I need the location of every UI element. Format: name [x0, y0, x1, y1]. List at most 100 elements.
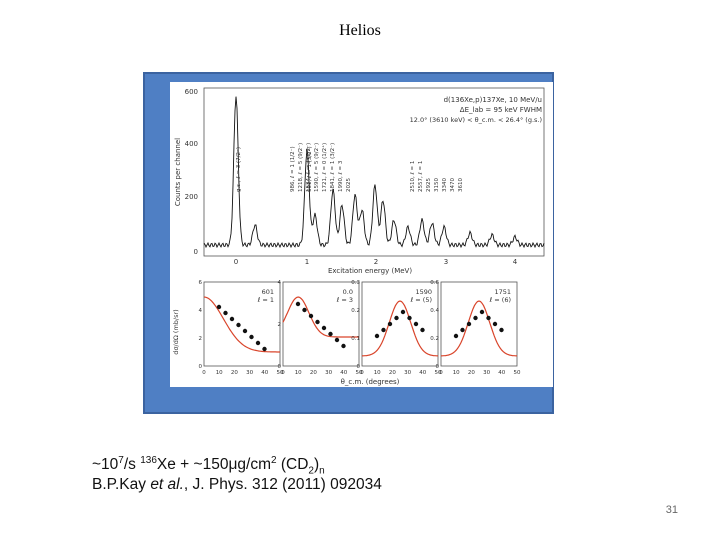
panel-xtick: 50 — [514, 370, 521, 376]
reaction-label: d(136Xe,p)137Xe, 10 MeV/u — [444, 96, 542, 104]
panel-xtick: 40 — [261, 370, 268, 376]
peak-label: 1990, ℓ = 3 — [338, 160, 344, 192]
page-number: 31 — [665, 504, 678, 516]
panel-axes — [203, 281, 281, 367]
panel-xtick: 30 — [325, 370, 332, 376]
cite-subn: n — [319, 465, 325, 477]
panel-xtick: 10 — [216, 370, 223, 376]
figure-svg: Counts per channel 600 400 200 0 0 1 2 3… — [172, 87, 545, 386]
peak-label: 3610 — [458, 178, 464, 192]
data-point — [387, 321, 393, 327]
cite-authors: B.P.Kay — [92, 476, 151, 493]
data-point — [492, 321, 498, 327]
panel-label: 0.0 — [343, 288, 353, 296]
cite-exp2: 2 — [270, 455, 277, 466]
fit-curve — [282, 296, 359, 338]
data-point — [328, 331, 333, 337]
panel-ytick: 6 — [199, 280, 203, 286]
xtick-4: 4 — [513, 258, 518, 266]
panel-xtick: 20 — [389, 370, 396, 376]
data-point — [466, 321, 472, 327]
panel-ytick: 0.1 — [351, 336, 360, 342]
data-point — [295, 301, 301, 307]
data-point — [460, 327, 465, 333]
cite-rate: /s — [123, 456, 141, 474]
panel-xtick: 0 — [281, 370, 285, 376]
peak-label: 1534, ℓ = 3 (5/2⁻) — [306, 143, 312, 192]
peak-label: 2925 — [426, 178, 432, 192]
data-point — [216, 304, 222, 310]
fit-curve — [440, 300, 518, 357]
peak-label: 1590, ℓ = 5 (9/2⁻) — [314, 143, 320, 192]
data-point — [473, 315, 478, 321]
xtick-2: 2 — [374, 258, 378, 266]
fit-curve — [361, 300, 439, 357]
panel-ytick: 4 — [278, 280, 282, 286]
peak-label: 1721, ℓ = 0 (1/2⁺) — [321, 143, 328, 192]
panel-ytick: 4 — [199, 308, 203, 314]
data-point — [236, 322, 241, 328]
panel-ytick: 0.6 — [430, 280, 439, 286]
cite-sub2: 2 — [308, 465, 314, 477]
data-point — [394, 315, 399, 321]
data-point — [420, 327, 425, 333]
slide-title: Helios — [339, 22, 381, 39]
peak-label: 3470 — [450, 178, 456, 192]
peak-label: 2025 — [346, 178, 352, 192]
panel-label: 1751 — [494, 288, 511, 296]
citation-line-1: ~107/s 136Xe + ~150μg/cm2 (CD2)n — [92, 455, 325, 476]
panel-ytick: 2 — [278, 322, 282, 328]
data-point — [308, 313, 314, 319]
panel-label: 601 — [262, 288, 274, 296]
data-point — [479, 309, 485, 315]
panel-xtick: 0 — [439, 370, 443, 376]
panel-xtick: 40 — [340, 370, 347, 376]
peak-label: 2557, ℓ = 1 — [418, 161, 424, 192]
panel-xtick: 30 — [246, 370, 253, 376]
panel-xtick: 30 — [404, 370, 411, 376]
resolution-label: ΔE_lab = 95 keV FWHM — [460, 106, 542, 114]
cite-etal: et al. — [150, 476, 184, 493]
data-point — [302, 307, 307, 313]
panel-ytick: 0 — [436, 364, 440, 370]
peak-label: 1841, ℓ = 1 (3/2⁻) — [330, 143, 336, 192]
data-point — [381, 327, 386, 333]
panel-ytick: 0.3 — [351, 280, 360, 286]
panel-axes — [440, 281, 518, 367]
peak-labels: g.s., ℓ = 3 (7/2⁻) 601, ℓ = 1 (3/2⁻) 986, … — [236, 143, 464, 192]
peak-label: g.s., ℓ = 3 (7/2⁻) — [236, 147, 242, 192]
panel-xtick: 10 — [453, 370, 460, 376]
cite-close: ) — [313, 456, 320, 474]
spectrum-ylabel: Counts per channel — [174, 138, 182, 206]
ytick-200: 200 — [185, 193, 198, 201]
data-point — [413, 321, 419, 327]
panel-label: 1590 — [415, 288, 432, 296]
panel-xtick: 50 — [435, 370, 442, 376]
figure-image: Counts per channel 600 400 200 0 0 1 2 3… — [170, 82, 553, 387]
data-point — [400, 309, 406, 315]
panel-axes — [282, 281, 360, 367]
panel-xtick: 0 — [202, 370, 206, 376]
panel-xtick: 50 — [277, 370, 284, 376]
data-point — [229, 316, 235, 322]
panel-xtick: 10 — [374, 370, 381, 376]
peak-label: 986, ℓ = 1 (1/2⁻) — [290, 146, 296, 192]
peak-label: 601, ℓ = 1 (3/2⁻) — [307, 146, 313, 192]
data-point — [499, 327, 504, 333]
panel-ytick: 0.4 — [430, 308, 439, 314]
panel-ytick: 2 — [199, 336, 203, 342]
panel-sublabel: ℓ = 1 — [258, 296, 274, 304]
data-point — [334, 337, 340, 343]
panel-ytick: 0 — [357, 364, 361, 370]
peak-label: 3150 — [434, 178, 440, 192]
xtick-3: 3 — [444, 258, 448, 266]
panel-xtick: 20 — [468, 370, 475, 376]
cite-exp: 7 — [118, 455, 124, 466]
citation-line-2: B.P.Kay et al., J. Phys. 312 (2011) 0920… — [92, 476, 382, 494]
panel-sublabel: ℓ = 3 — [337, 296, 353, 304]
xtick-0: 0 — [234, 258, 238, 266]
cite-reference: , J. Phys. 312 (2011) 092034 — [183, 476, 382, 493]
panel-ytick: 0 — [278, 364, 282, 370]
panel-ytick: 0 — [199, 364, 203, 370]
